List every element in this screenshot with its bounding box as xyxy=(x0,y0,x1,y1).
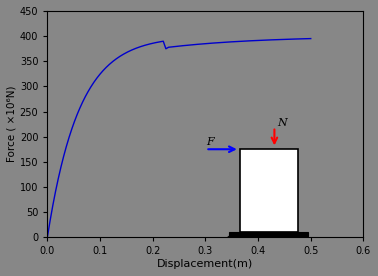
X-axis label: Displacement(m): Displacement(m) xyxy=(157,259,254,269)
Bar xyxy=(229,232,308,236)
Text: N: N xyxy=(277,118,287,128)
Y-axis label: Force ( ×10⁶N): Force ( ×10⁶N) xyxy=(7,86,17,162)
Bar xyxy=(240,149,297,232)
Text: F: F xyxy=(206,137,214,147)
